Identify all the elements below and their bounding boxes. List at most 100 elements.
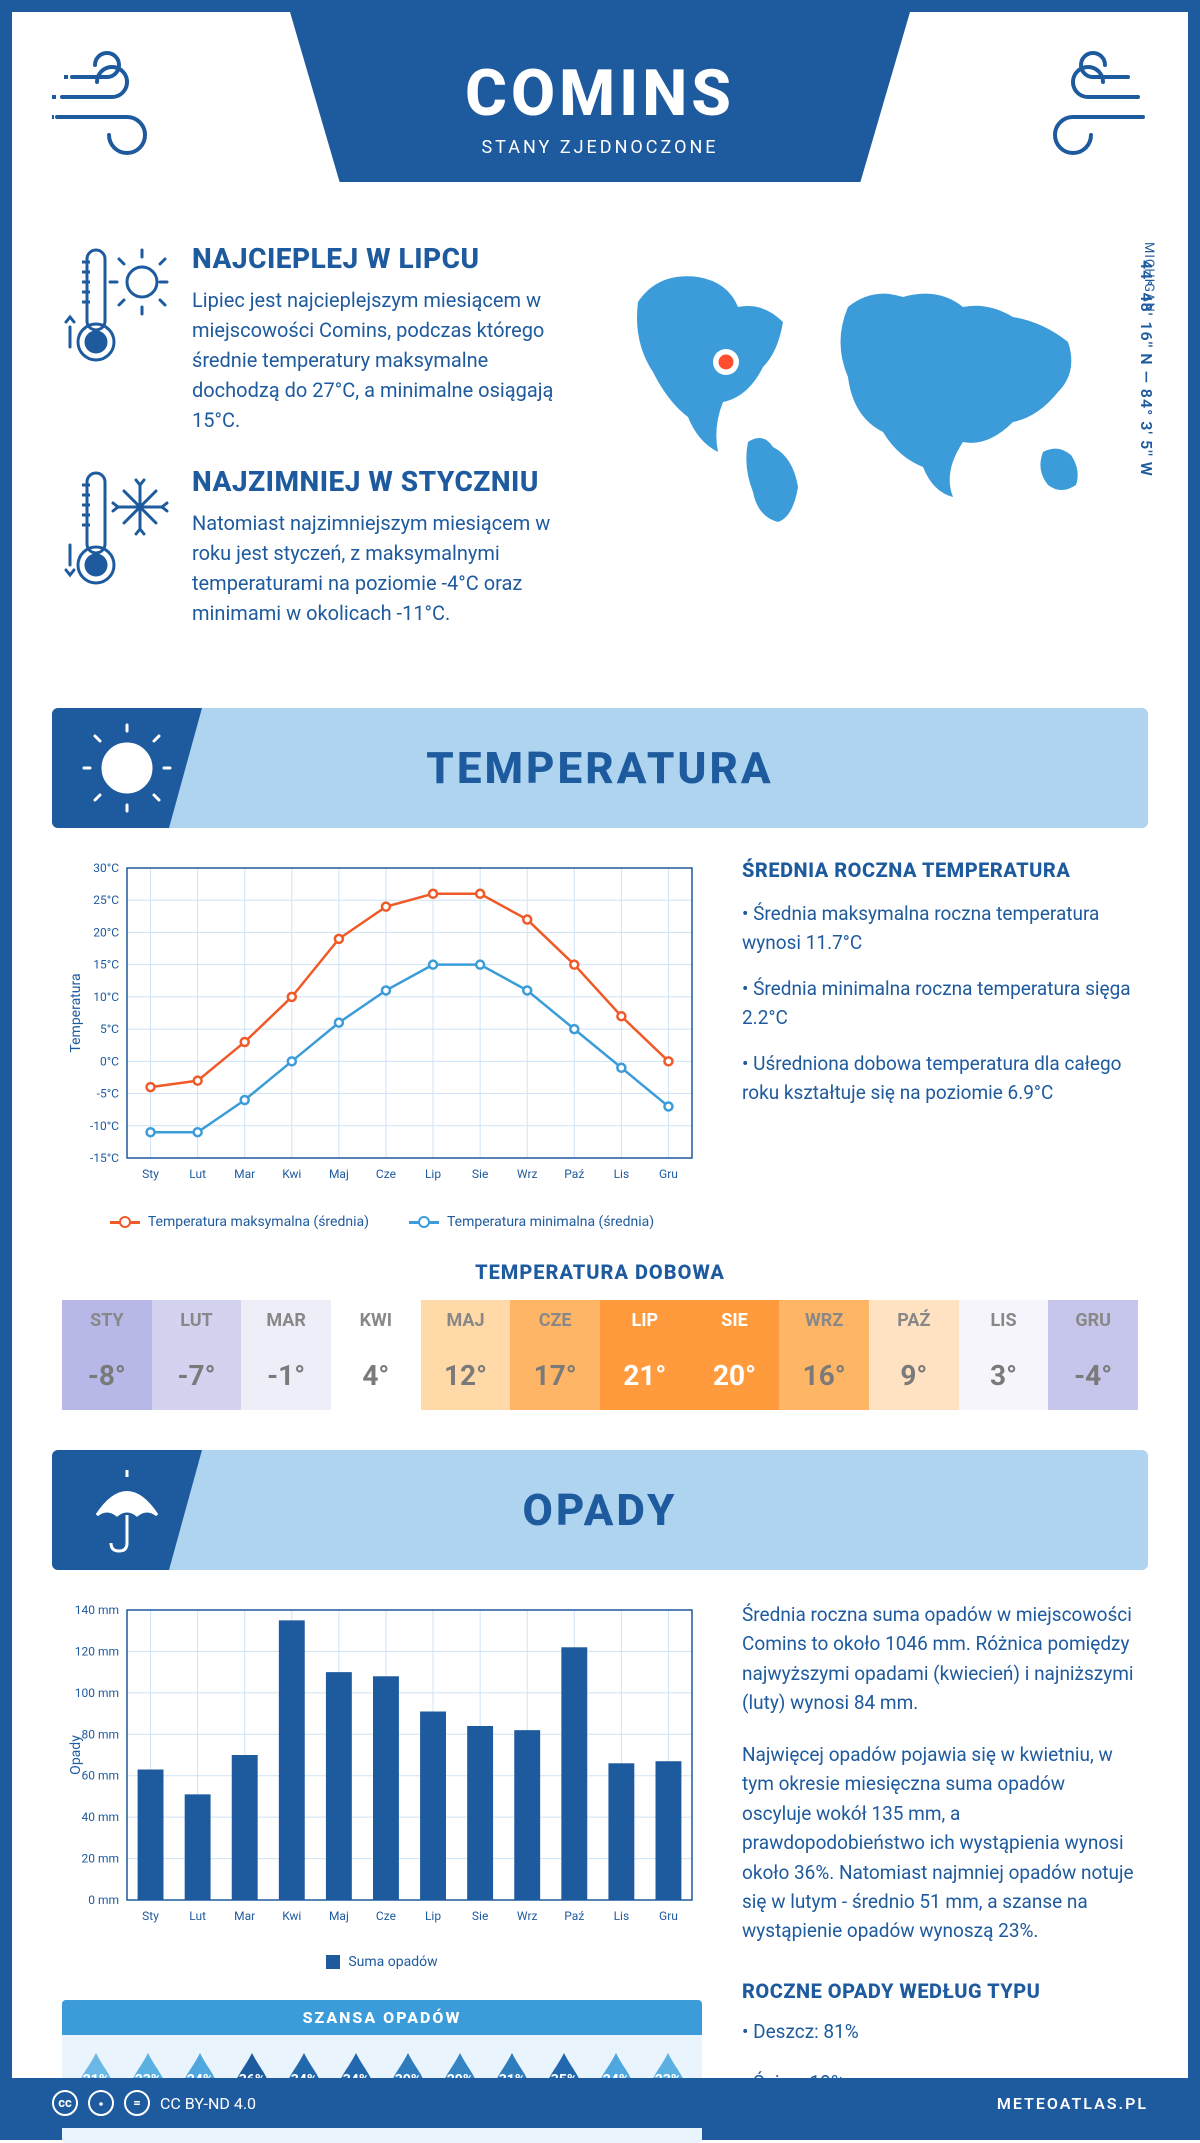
svg-text:60 mm: 60 mm <box>81 1769 119 1783</box>
wind-icon-left <box>52 37 192 161</box>
svg-text:80 mm: 80 mm <box>81 1727 119 1741</box>
svg-text:Mar: Mar <box>234 1167 255 1181</box>
daily-temp-value: 4° <box>331 1341 421 1410</box>
precip-section-title: OPADY <box>523 1484 678 1536</box>
precip-type-rain: • Deszcz: 81% <box>742 2017 1138 2046</box>
daily-temp-value: 16° <box>779 1341 869 1410</box>
annual-temp-title: ŚREDNIA ROCZNA TEMPERATURA <box>742 858 1138 882</box>
daily-temp-value: -4° <box>1048 1341 1138 1410</box>
daily-temp-value: 17° <box>510 1341 600 1410</box>
svg-text:Cze: Cze <box>376 1909 396 1923</box>
daily-temp-month: GRU <box>1048 1300 1138 1341</box>
svg-text:Kwi: Kwi <box>282 1909 301 1923</box>
precip-legend: Suma opadów <box>62 1954 702 1970</box>
daily-temp-month: WRZ <box>779 1300 869 1341</box>
daily-temp-month: SIE <box>690 1300 780 1341</box>
svg-text:Mar: Mar <box>234 1909 255 1923</box>
daily-temp-month: LIP <box>600 1300 690 1341</box>
precip-legend-label: Suma opadów <box>348 1954 437 1970</box>
footer: cc 🞄 = CC BY-ND 4.0 METEOATLAS.PL <box>12 2078 1188 2128</box>
hottest-text: Lipiec jest najcieplejszym miesiącem w m… <box>192 285 568 435</box>
svg-text:-10°C: -10°C <box>90 1119 119 1133</box>
annual-temp-b1: • Średnia maksymalna roczna temperatura … <box>742 900 1138 957</box>
daily-temp-title: TEMPERATURA DOBOWA <box>62 1260 1138 1284</box>
svg-text:20 mm: 20 mm <box>81 1852 119 1866</box>
daily-temp-month: LIS <box>959 1300 1049 1341</box>
nd-icon: = <box>124 2090 150 2116</box>
coordinates: 44° 48' 16'' N — 84° 3' 5'' W <box>1137 260 1156 477</box>
svg-text:5°C: 5°C <box>100 1022 119 1036</box>
daily-temp-value: 12° <box>421 1341 511 1410</box>
svg-text:Paź: Paź <box>564 1909 584 1923</box>
svg-text:Wrz: Wrz <box>517 1167 538 1181</box>
svg-text:30°C: 30°C <box>93 861 119 875</box>
daily-temp-value: 21° <box>600 1341 690 1410</box>
legend-max-label: Temperatura maksymalna (średnia) <box>148 1214 369 1230</box>
daily-temp-value: -8° <box>62 1341 152 1410</box>
svg-text:0 mm: 0 mm <box>88 1893 119 1907</box>
daily-temp-value: 3° <box>959 1341 1049 1410</box>
temperature-legend: Temperatura maksymalna (średnia) Tempera… <box>62 1214 702 1230</box>
title-ribbon: COMINS STANY ZJEDNOCZONE <box>290 12 910 182</box>
daily-temp-month: LUT <box>152 1300 242 1341</box>
svg-text:Gru: Gru <box>659 1909 678 1923</box>
svg-text:Opady: Opady <box>68 1735 84 1775</box>
svg-text:140 mm: 140 mm <box>75 1603 119 1617</box>
svg-text:Paź: Paź <box>564 1167 584 1181</box>
license-text: CC BY-ND 4.0 <box>160 2094 256 2113</box>
svg-text:Sty: Sty <box>142 1909 159 1923</box>
annual-temp-b3: • Uśredniona dobowa temperatura dla całe… <box>742 1050 1138 1107</box>
daily-temperature-table: TEMPERATURA DOBOWA STYLUTMARKWIMAJCZELIP… <box>62 1260 1138 1410</box>
hottest-block: NAJCIEPLEJ W LIPCU Lipiec jest najcieple… <box>62 242 568 435</box>
header: COMINS STANY ZJEDNOCZONE <box>12 12 1188 222</box>
svg-text:-15°C: -15°C <box>90 1151 119 1165</box>
svg-text:Wrz: Wrz <box>517 1909 538 1923</box>
page-subtitle: STANY ZJEDNOCZONE <box>481 137 718 158</box>
site-name: METEOATLAS.PL <box>997 2094 1148 2113</box>
svg-text:Sie: Sie <box>472 1909 488 1923</box>
annual-temp-b2: • Średnia minimalna roczna temperatura s… <box>742 975 1138 1032</box>
svg-text:Lut: Lut <box>189 1167 206 1181</box>
legend-min-label: Temperatura minimalna (średnia) <box>447 1214 654 1230</box>
wind-icon-right <box>1008 37 1148 161</box>
svg-text:10°C: 10°C <box>93 990 119 1004</box>
daily-temp-month: MAR <box>241 1300 331 1341</box>
by-icon: 🞄 <box>88 2090 114 2116</box>
sun-icon <box>52 708 202 828</box>
daily-temp-month: PAŹ <box>869 1300 959 1341</box>
daily-temp-month: CZE <box>510 1300 600 1341</box>
precip-bar-chart: 0 mm20 mm40 mm60 mm80 mm100 mm120 mm140 … <box>62 1600 702 1970</box>
svg-text:0°C: 0°C <box>100 1054 119 1068</box>
thermometer-cold-icon <box>62 465 172 628</box>
svg-text:40 mm: 40 mm <box>81 1810 119 1824</box>
precip-type-title: ROCZNE OPADY WEDŁUG TYPU <box>742 1976 1138 2007</box>
daily-temp-month: KWI <box>331 1300 421 1341</box>
daily-temp-value: 9° <box>869 1341 959 1410</box>
svg-text:Lip: Lip <box>425 1909 441 1923</box>
svg-text:Lip: Lip <box>425 1167 441 1181</box>
umbrella-icon <box>52 1450 202 1570</box>
svg-text:Lis: Lis <box>614 1909 630 1923</box>
svg-text:Lis: Lis <box>614 1167 630 1181</box>
temperature-banner: TEMPERATURA <box>52 708 1148 828</box>
svg-text:Gru: Gru <box>659 1167 678 1181</box>
svg-text:Temperatura: Temperatura <box>68 973 84 1052</box>
precip-p2: Najwięcej opadów pojawia się w kwietniu,… <box>742 1740 1138 1946</box>
rain-chance-title: SZANSA OPADÓW <box>62 2000 702 2035</box>
precip-p1: Średnia roczna suma opadów w miejscowośc… <box>742 1600 1138 1718</box>
svg-text:Cze: Cze <box>376 1167 396 1181</box>
intro-section: NAJCIEPLEJ W LIPCU Lipiec jest najcieple… <box>12 222 1188 688</box>
svg-text:Sty: Sty <box>142 1167 159 1181</box>
daily-temp-month: STY <box>62 1300 152 1341</box>
thermometer-hot-icon <box>62 242 172 435</box>
svg-text:100 mm: 100 mm <box>75 1686 119 1700</box>
svg-text:25°C: 25°C <box>93 893 119 907</box>
coldest-title: NAJZIMNIEJ W STYCZNIU <box>192 465 568 498</box>
coldest-block: NAJZIMNIEJ W STYCZNIU Natomiast najzimni… <box>62 465 568 628</box>
page-title: COMINS <box>465 56 735 131</box>
svg-text:Maj: Maj <box>329 1909 349 1923</box>
temperature-section-title: TEMPERATURA <box>426 742 773 794</box>
svg-text:Kwi: Kwi <box>282 1167 301 1181</box>
hottest-title: NAJCIEPLEJ W LIPCU <box>192 242 568 275</box>
svg-text:Sie: Sie <box>472 1167 488 1181</box>
